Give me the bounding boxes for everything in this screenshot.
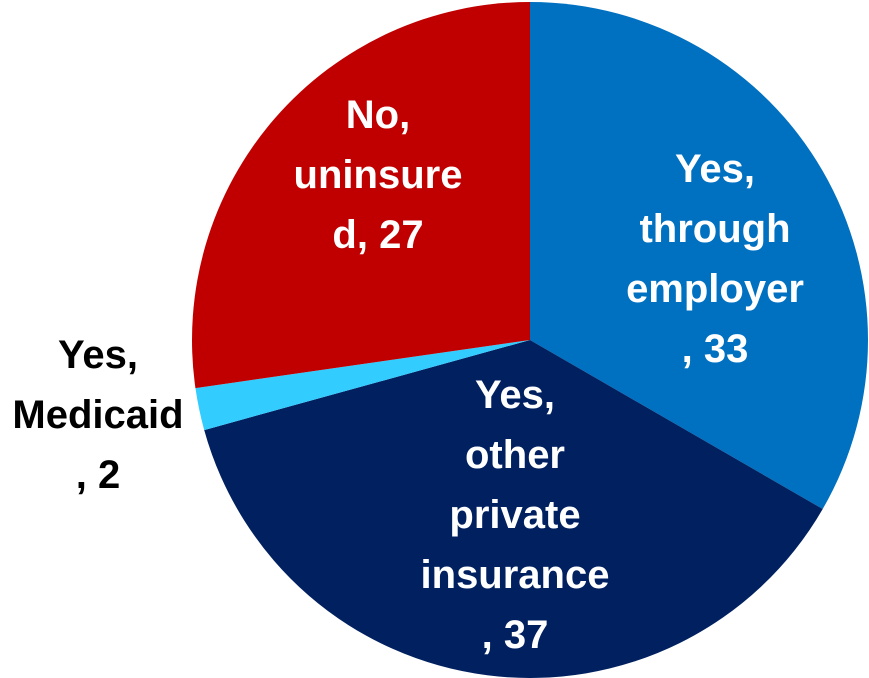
pie-slice-yes-through-employer	[530, 2, 868, 509]
slice-label-line: No,	[346, 93, 410, 137]
pie-slice-no-uninsured	[192, 2, 530, 389]
slice-label-no-uninsured: No, uninsure d, 27	[294, 93, 463, 257]
pie-slice-yes-other-private-insurance	[204, 340, 823, 678]
slice-label-line: Yes,	[475, 373, 555, 417]
slice-label-line: Medicaid	[12, 393, 183, 437]
slice-label-line: uninsure	[294, 153, 463, 197]
slice-label-yes-medicaid: Yes, Medicaid , 2	[12, 333, 183, 497]
slice-label-line: , 33	[682, 327, 749, 371]
slice-label-line: other	[465, 433, 565, 477]
pie-slice-yes-medicaid	[195, 340, 530, 431]
slice-label-line: d, 27	[332, 213, 423, 257]
slice-label-line: , 37	[482, 613, 549, 657]
slice-label-yes-through-employer: Yes, through employer , 33	[626, 147, 804, 371]
slice-label-yes-other-private-insurance: Yes, other private insurance , 37	[421, 373, 610, 657]
slice-label-line: Yes,	[675, 147, 755, 191]
slice-label-line: Yes,	[58, 333, 138, 377]
slice-label-line: , 2	[76, 453, 120, 497]
slice-label-line: employer	[626, 267, 804, 311]
slice-label-line: insurance	[421, 553, 610, 597]
slice-label-line: through	[639, 207, 790, 251]
slice-label-line: private	[449, 493, 580, 537]
